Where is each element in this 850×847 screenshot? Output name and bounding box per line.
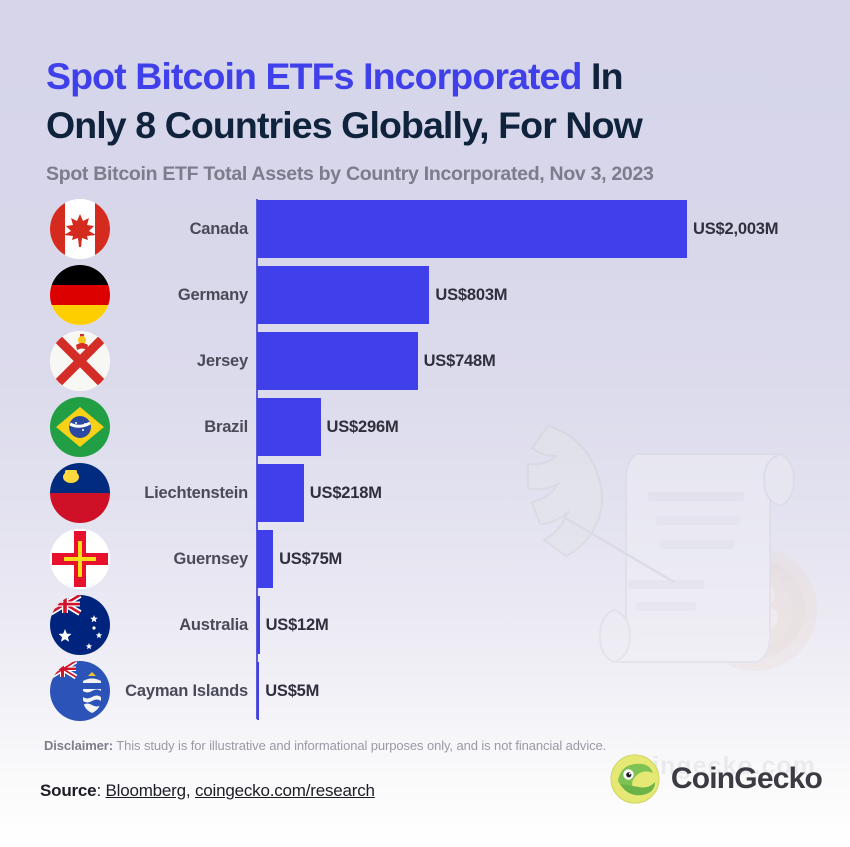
chart-row: Guernsey US$75M — [0, 526, 850, 592]
australia-flag-icon — [50, 595, 110, 655]
bar — [257, 266, 430, 324]
source-label: Source — [40, 781, 97, 800]
bar — [257, 200, 687, 258]
bar — [257, 464, 304, 522]
guernsey-flag-icon — [50, 529, 110, 589]
category-label: Cayman Islands — [125, 681, 248, 700]
source-separator: : — [96, 781, 106, 800]
header: Spot Bitcoin ETFs Incorporated In Only 8… — [0, 0, 850, 186]
chart-row: Jersey US$748M — [0, 328, 850, 394]
source-link-coingecko-research[interactable]: coingecko.com/research — [194, 781, 375, 800]
chart-row: Liechtenstein US$218M — [0, 460, 850, 526]
bar — [257, 398, 321, 456]
bar-chart: Canada US$2,003M Germany US$803M Jersey US$74… — [0, 196, 850, 726]
value-label: US$218M — [309, 483, 382, 502]
bar — [257, 596, 260, 654]
title-rest: In — [581, 55, 623, 97]
disclaimer-text: Disclaimer: This study is for illustrati… — [44, 738, 606, 753]
source-text: Source: Bloomberg, coingecko.com/researc… — [40, 781, 375, 801]
value-label: US$12M — [265, 615, 329, 634]
coingecko-wordmark: CoinGecko — [670, 762, 823, 795]
value-label: US$803M — [435, 285, 508, 304]
disclaimer-body: This study is for illustrative and infor… — [113, 738, 607, 753]
page-title-line-1: Spot Bitcoin ETFs Incorporated In — [46, 52, 806, 101]
chart-row: Australia US$12M — [0, 592, 850, 658]
germany-flag-icon — [50, 265, 110, 325]
bar — [257, 530, 274, 588]
canada-flag-icon — [50, 199, 110, 259]
page-subtitle: Spot Bitcoin ETF Total Assets by Country… — [46, 163, 654, 185]
chart-row: Brazil US$296M — [0, 394, 850, 460]
value-label: US$75M — [279, 549, 343, 568]
value-label: US$296M — [326, 417, 399, 436]
coingecko-logo: CoinGecko — [610, 754, 823, 804]
category-label: Germany — [177, 285, 248, 304]
value-label: US$5M — [265, 681, 320, 700]
source-comma: , — [185, 781, 195, 800]
liechtenstein-flag-icon — [50, 463, 110, 523]
category-label: Liechtenstein — [144, 483, 248, 502]
footer: Disclaimer: This study is for illustrati… — [0, 726, 850, 847]
value-label: US$748M — [423, 351, 496, 370]
bar — [257, 332, 418, 390]
bar — [257, 662, 260, 720]
page-title-line-2: Only 8 Countries Globally, For Now — [46, 104, 643, 146]
category-label: Jersey — [196, 351, 248, 370]
category-label: Canada — [189, 219, 249, 238]
cayman-islands-flag-icon — [50, 661, 110, 721]
chart-row: Cayman Islands US$5M — [0, 658, 850, 724]
value-label: US$2,003M — [693, 219, 779, 238]
category-label: Guernsey — [173, 549, 248, 568]
coingecko-gecko-icon — [610, 754, 660, 804]
brazil-flag-icon — [50, 397, 110, 457]
title-highlight: Spot Bitcoin ETFs Incorporated — [46, 55, 582, 97]
source-link-bloomberg[interactable]: Bloomberg — [105, 781, 186, 800]
category-label: Brazil — [204, 417, 248, 436]
chart-row: Canada US$2,003M — [0, 196, 850, 262]
category-label: Australia — [179, 615, 248, 634]
disclaimer-label: Disclaimer: — [44, 738, 113, 753]
chart-axis-line — [256, 199, 258, 719]
jersey-flag-icon — [50, 331, 110, 391]
chart-row: Germany US$803M — [0, 262, 850, 328]
